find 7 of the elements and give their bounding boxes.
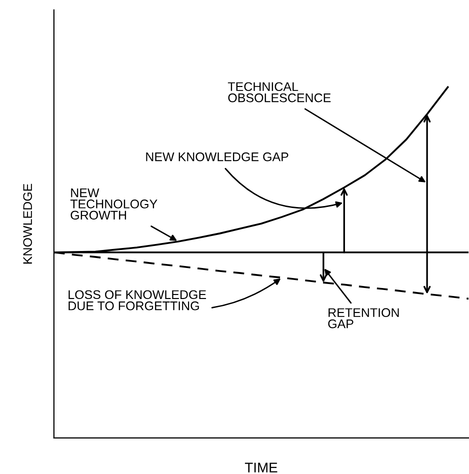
annotation: RETENTION GAP	[328, 308, 399, 328]
annotation: TECHNICAL OBSOLESCENCE	[228, 82, 331, 102]
x-axis-title: TIME	[244, 462, 278, 472]
annotation: NEW KNOWLEDGE GAP	[146, 152, 288, 162]
series-label: NEW TECHNOLOGY GROWTH	[70, 188, 158, 220]
series-label: LOSS OF KNOWLEDGE DUE TO FORGETTING	[68, 290, 206, 310]
y-axis-title: KNOWLEDGE	[23, 184, 32, 264]
